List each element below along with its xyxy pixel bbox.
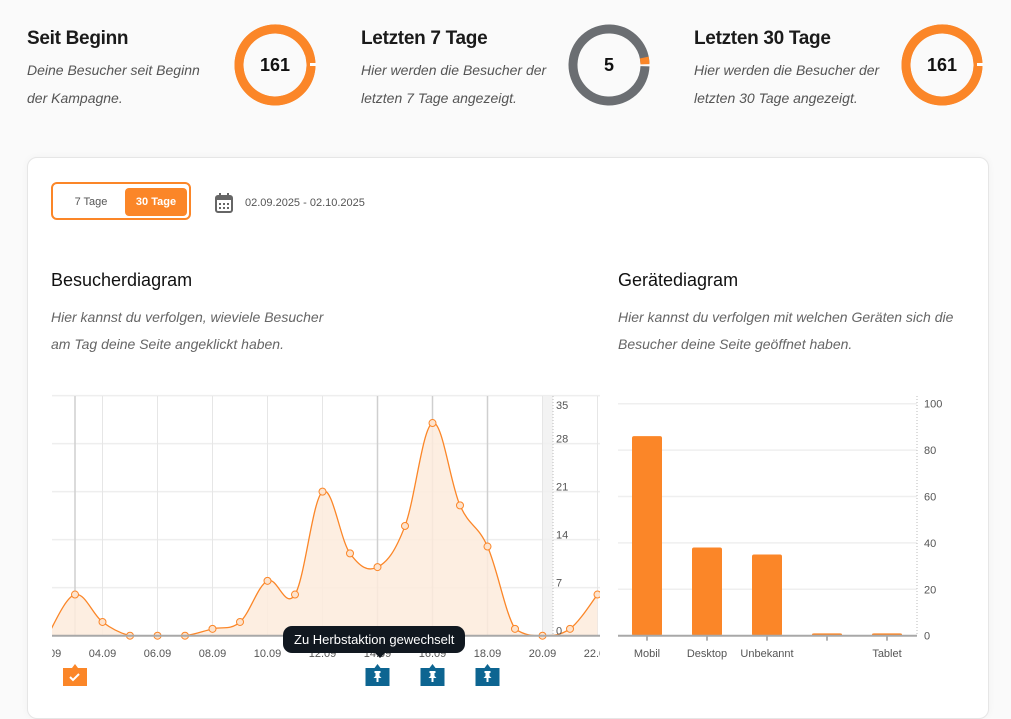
desc-line: Hier kannst du verfolgen mit welchen Ger… [618, 309, 954, 325]
devices-desc: Hier kannst du verfolgen mit welchen Ger… [618, 304, 953, 358]
data-point [208, 624, 217, 633]
pin-marker[interactable] [365, 664, 390, 686]
data-point [318, 487, 327, 496]
marker-tooltip: Zu Herbstaktion gewechselt [283, 626, 466, 658]
data-point [456, 501, 464, 510]
check-icon [69, 673, 80, 682]
stat-desc: Hier werden die Besucher der letzten 30 … [694, 62, 880, 106]
gauge-fill [901, 24, 983, 106]
date-range[interactable]: 02.09.2025 - 02.10.2025 [245, 197, 365, 209]
y-tick-label: 60 [924, 492, 936, 504]
gauge-fill [568, 24, 650, 106]
data-point [566, 624, 574, 633]
x-tick-label: 22.09 [584, 648, 612, 660]
devices-chart[interactable]: 0 20 40 60 80 100 Mobil Desktop Unbekannt Tablet [618, 396, 942, 660]
range-30-days-button[interactable]: 30 Tage [125, 188, 187, 216]
axis-shadow [543, 396, 553, 636]
data-point [44, 632, 51, 639]
stat-text: Letzten 30 Tage Hier werden die Besucher… [694, 28, 884, 112]
desc-line: Besucher deine Seite geöffnet haben. [618, 336, 853, 352]
x-tick-label: Tablet [872, 648, 901, 660]
x-tick-label: 10.09 [254, 648, 282, 660]
bar[interactable] [632, 436, 662, 636]
plot-area [44, 394, 600, 640]
check-marker[interactable] [63, 664, 87, 686]
y-tick-label: 0 [924, 631, 930, 643]
x-tick-label: Mobil [634, 648, 660, 660]
y-tick-label: 7 [556, 578, 562, 590]
data-point [373, 563, 382, 572]
calendar-icon[interactable] [214, 192, 234, 214]
stat-text: Seit Beginn Deine Besucher seit Beginn d… [27, 28, 217, 112]
data-point [428, 419, 437, 428]
gauge-value: 161 [259, 55, 291, 75]
pin-marker[interactable] [420, 664, 445, 686]
gauge-gap [977, 63, 987, 66]
gauge-fill [234, 24, 316, 106]
data-point [346, 549, 354, 558]
data-point [593, 590, 600, 599]
desc-line: am Tag deine Seite angeklickt haben. [51, 336, 284, 352]
pin-marker[interactable] [475, 664, 500, 686]
stat-title: Seit Beginn [27, 28, 129, 49]
area-fill [52, 423, 598, 636]
data-point [263, 576, 272, 585]
range-7-days-button[interactable]: 7 Tage [74, 196, 108, 208]
data-point [511, 624, 519, 633]
data-point [236, 617, 244, 626]
data-point [71, 590, 79, 599]
gauge-value: 5 [603, 55, 614, 75]
x-tick-label: 08.09 [199, 648, 227, 660]
desc-line: Hier kannst du verfolgen, wieviele Besuc… [51, 309, 324, 325]
data-point [483, 542, 492, 551]
x-tick-label: 04.09 [89, 648, 117, 660]
y-tick-label: 14 [556, 530, 568, 542]
x-tick-label: 18.09 [474, 648, 502, 660]
data-point [98, 617, 107, 626]
pin-icon [373, 671, 382, 682]
visitors-title: Besucherdiagram [51, 270, 193, 290]
bar[interactable] [752, 554, 782, 636]
y-tick-label: 40 [924, 538, 936, 550]
pin-icon [483, 671, 492, 682]
x-tick-label: 20.09 [529, 648, 557, 660]
data-point [291, 590, 299, 599]
y-tick-label: 20 [924, 584, 936, 596]
y-tick-label: 100 [924, 399, 942, 411]
stat-desc: Deine Besucher seit Beginn der Kampagne. [27, 62, 200, 106]
data-point [401, 521, 409, 530]
x-tick-label: Unbekannt [740, 648, 793, 660]
stat-text: Letzten 7 Tage Hier werden die Besucher … [361, 28, 551, 112]
pin-icon [428, 671, 437, 682]
y-tick-label: 21 [556, 482, 568, 494]
devices-title: Gerätediagram [618, 270, 739, 290]
gauge: 161 [901, 24, 987, 106]
marker-badge [63, 664, 87, 686]
gauge: 161 [234, 24, 320, 106]
visitors-desc: Hier kannst du verfolgen, wieviele Besuc… [51, 304, 323, 358]
x-tick-label: 02.09 [34, 648, 62, 660]
y-tick-label: 35 [556, 400, 568, 412]
stat-title: Letzten 7 Tage [361, 28, 488, 49]
range-toggle: 7 Tage 30 Tage [51, 182, 191, 220]
gauge-gap [310, 63, 320, 66]
y-tick-label: 0 [556, 626, 562, 638]
stat-title: Letzten 30 Tage [694, 28, 831, 49]
gauge: 5 [568, 24, 650, 106]
y-tick-label: 28 [556, 434, 568, 446]
stat-desc: Hier werden die Besucher der letzten 7 T… [361, 62, 547, 106]
bar[interactable] [692, 547, 722, 636]
x-tick-label: Desktop [687, 648, 727, 660]
x-tick-label: 06.09 [144, 648, 172, 660]
gauge-value: 161 [926, 55, 958, 75]
y-tick-label: 80 [924, 445, 936, 457]
